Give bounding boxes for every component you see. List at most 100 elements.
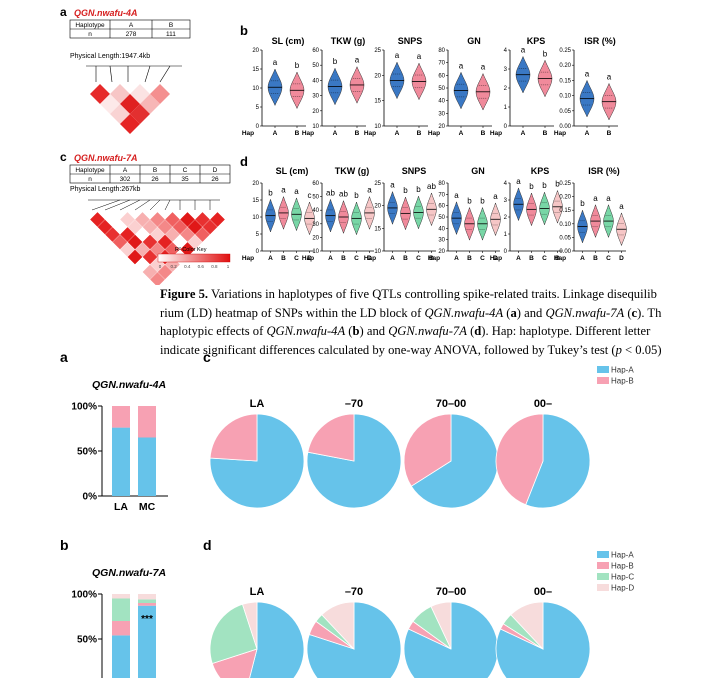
y-tick-label: 20 xyxy=(312,235,319,241)
bar-segment-hap-c xyxy=(138,599,156,603)
caption-line3c: ) and xyxy=(359,324,389,338)
y-tick-label: 20 xyxy=(252,181,259,187)
stacked-bar-chart-a: a QGN.nwafu-4A 0% 50% 100% LA MC xyxy=(60,349,168,513)
ld-cell xyxy=(149,271,166,285)
caption-gene-4a: QGN.nwafu-4A xyxy=(424,305,504,320)
panel-letter: a xyxy=(60,349,68,365)
pie-chart-group-c: c LA –70 70–00 00– Hap-A Hap-B xyxy=(203,349,634,509)
chart-title: QGN.nwafu-4A xyxy=(92,379,166,391)
x-tick-label: B xyxy=(607,130,612,137)
significance-letter: ab xyxy=(339,190,348,199)
violin-chart-b-kps: KPS 0 1 2 3 4 Hap a Ab B xyxy=(490,36,554,137)
x-axis-label: Hap xyxy=(428,130,440,137)
bar-segment-hap-a xyxy=(112,635,130,678)
x-tick-label: LA xyxy=(114,501,128,513)
significance-letter: a xyxy=(619,202,624,211)
table-7a-count-2: 26 xyxy=(151,176,159,183)
violin-chart-b-sl: SL (cm) 0 5 10 15 20 Hap a Ab B xyxy=(242,36,306,137)
violin-chart-d-isr: ISR (%) 0.00 0.05 0.10 0.15 0.20 0.25 Hap b Aa Ba C… xyxy=(554,166,627,262)
y-tick-label: 0.10 xyxy=(559,222,571,228)
y-tick-label: 30 xyxy=(312,94,319,100)
pie-chart-group-d: d LA –70 70–00 00– Hap-A Hap-B Hap-C Hap-D xyxy=(203,537,634,678)
pie-3: 70–00 xyxy=(403,586,499,678)
x-tick-label: B xyxy=(341,255,346,262)
color-key-tick: 0.4 xyxy=(184,264,191,269)
significance-letter: a xyxy=(367,186,372,195)
x-tick-label: A xyxy=(395,130,400,137)
legend-label: Hap-A xyxy=(611,366,634,375)
pie-slice-hap-d xyxy=(241,601,258,650)
pie-slice-hap-a xyxy=(249,601,305,678)
violin-chart-d-kps: KPS 0 1 2 3 4 Hap a Ab Bb Cb D xyxy=(490,166,563,262)
x-tick-label: C xyxy=(606,255,611,262)
y-tick-label: 30 xyxy=(438,111,445,117)
panel-c-gene: QGN.nwafu-7A xyxy=(74,153,138,163)
significance-letter: a xyxy=(281,186,286,195)
significance-annotation: *** xyxy=(141,614,153,625)
table-4a-header-1: A xyxy=(129,22,134,29)
violin-chart-d-snps: SNPS 10 15 20 25 Hap a Ab Bb Cab D xyxy=(364,166,437,262)
y-tick-label: 15 xyxy=(252,198,259,204)
x-tick-label: C xyxy=(480,255,485,262)
x-tick-label: B xyxy=(281,255,286,262)
chart-title: SL (cm) xyxy=(276,166,309,176)
panel-d-letter: d xyxy=(240,154,248,169)
significance-letter: a xyxy=(390,181,395,190)
x-axis-label: Hap xyxy=(554,255,566,262)
significance-letter: a xyxy=(294,187,299,196)
y-tick-label: 50 xyxy=(312,63,319,69)
significance-letter: c xyxy=(308,191,312,200)
pie-slice-hap-b xyxy=(307,413,355,462)
x-tick-label: B xyxy=(467,255,472,262)
haplotype-table-4a: Haplotype A B n 278 111 xyxy=(69,19,191,39)
ld-heatmap-7a xyxy=(88,199,226,285)
y-tick-label: 1 xyxy=(504,232,508,238)
x-tick-label: C xyxy=(542,255,547,262)
pie-2: –70 xyxy=(306,586,402,678)
panel-a-gene: QGN.nwafu-4A xyxy=(74,8,138,18)
significance-letter: a xyxy=(395,51,400,60)
y-tick-label: 0% xyxy=(83,492,98,503)
caption-line3b: ( xyxy=(345,324,353,338)
significance-letter: a xyxy=(607,72,612,81)
pie-slice-hap-b xyxy=(211,648,258,678)
legend-swatch xyxy=(597,377,609,384)
table-7a-header-4: D xyxy=(213,167,218,174)
pie-title: LA xyxy=(250,398,265,410)
y-tick-label: 0.20 xyxy=(559,195,571,201)
y-tick-label: 50 xyxy=(312,195,319,201)
violin-chart-d-tkw: TKW (g) 10 20 30 40 50 60 Hap ab Aab Bb Ca D xyxy=(302,166,375,262)
legend-swatch xyxy=(597,366,609,373)
physical-length-7a: Physical Length:267kb xyxy=(70,186,141,193)
y-tick-label: 70 xyxy=(438,192,445,198)
significance-letter: a xyxy=(606,194,611,203)
caption-gene-4a-2: QGN.nwafu-4A xyxy=(266,324,346,338)
figure-5-caption: Figure 5. Variations in haplotypes of fi… xyxy=(160,285,724,359)
y-tick-label: 30 xyxy=(438,238,445,244)
caption-line2a: rium (LD) heatmap of SNPs within the LD … xyxy=(160,305,425,320)
chart-title: ISR (%) xyxy=(588,166,620,176)
caption-gene-7a: QGN.nwafu-7A xyxy=(545,305,625,320)
panel-letter: b xyxy=(60,537,69,553)
significance-letter: a xyxy=(273,58,278,67)
x-tick-label: A xyxy=(273,130,278,137)
y-tick-label: 70 xyxy=(438,61,445,67)
chart-title: KPS xyxy=(531,166,550,176)
x-axis-label: Hap xyxy=(302,255,314,262)
y-tick-label: 25 xyxy=(374,181,381,187)
legend-label: Hap-C xyxy=(611,573,634,582)
panel-c-letter: c xyxy=(60,150,67,164)
y-tick-label: 0 xyxy=(256,249,260,255)
caption-ref-c: c xyxy=(631,305,638,320)
y-tick-label: 0 xyxy=(256,124,260,130)
significance-letter: a xyxy=(585,69,590,78)
chart-title: GN xyxy=(467,36,481,46)
caption-label: Figure 5. xyxy=(160,287,209,301)
legend-swatch xyxy=(597,573,609,580)
y-tick-label: 10 xyxy=(252,215,259,221)
bar-segment-hap-b xyxy=(138,406,156,438)
x-tick-label: A xyxy=(585,130,590,137)
y-tick-label: 3 xyxy=(504,67,508,73)
y-tick-label: 0.15 xyxy=(559,208,571,214)
table-4a-count-1: 278 xyxy=(126,31,137,38)
